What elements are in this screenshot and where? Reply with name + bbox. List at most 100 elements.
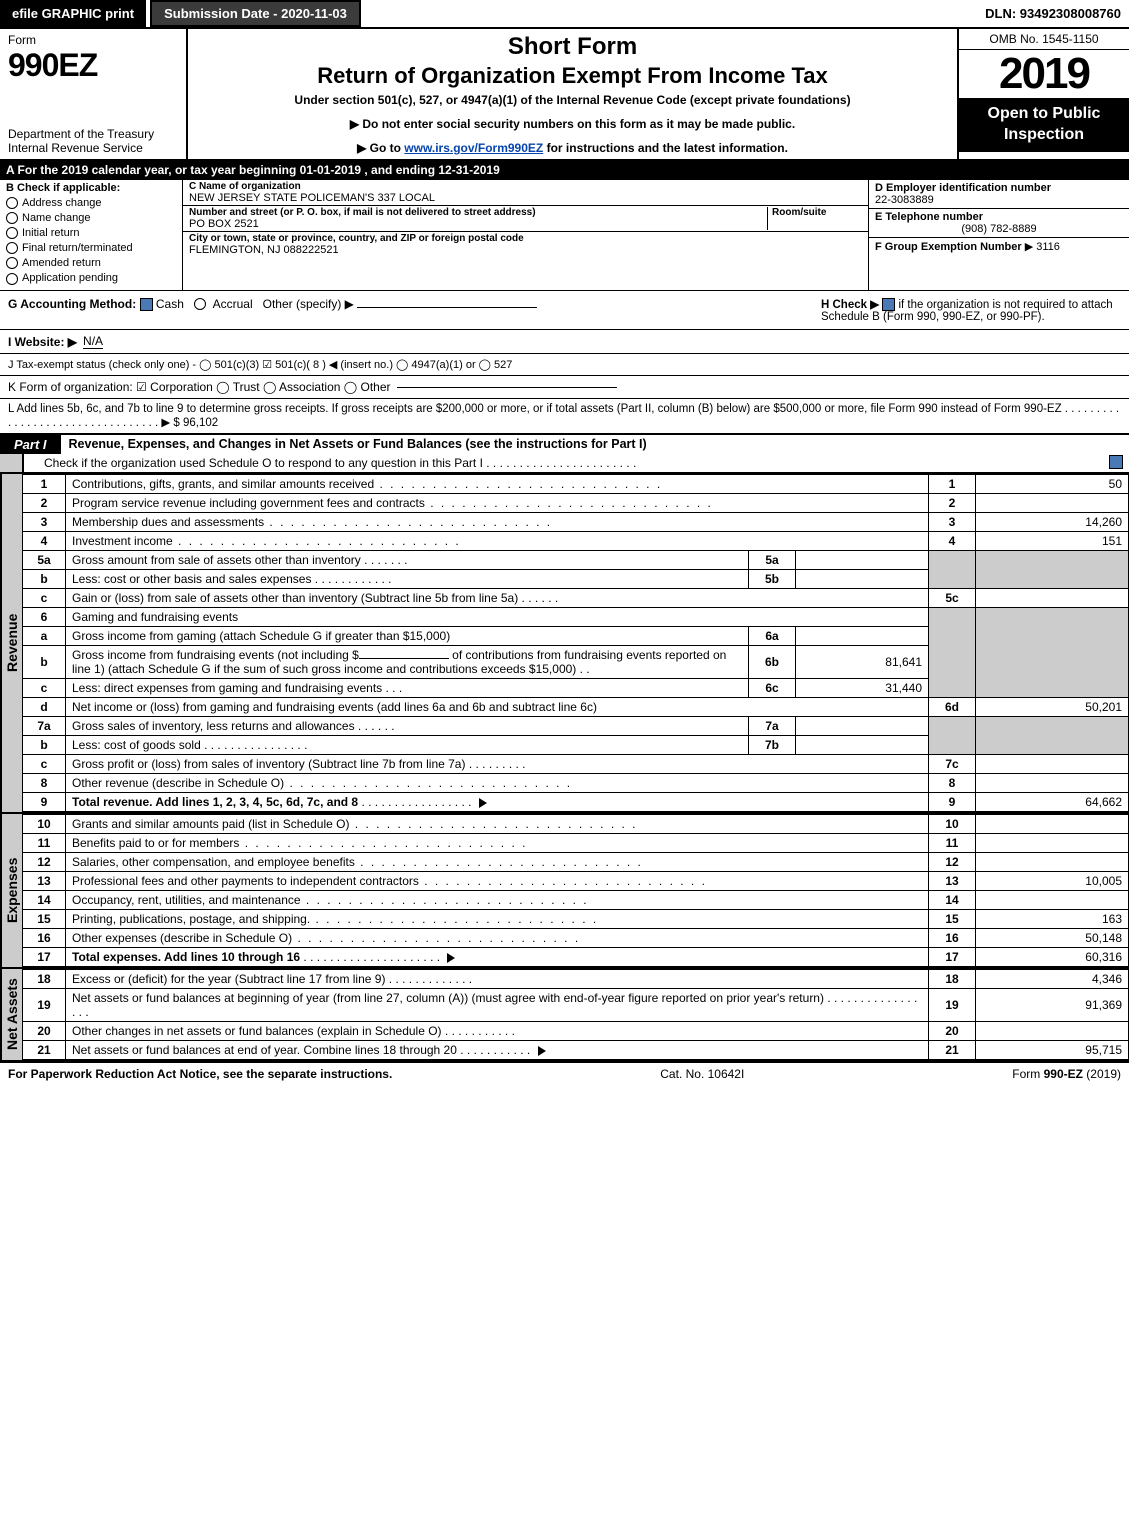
chk-name-change[interactable]: Name change — [6, 212, 176, 224]
lbl-city: City or town, state or province, country… — [189, 233, 862, 244]
line-10: 10Grants and similar amounts paid (list … — [23, 815, 1129, 834]
org-name: NEW JERSEY STATE POLICEMAN'S 337 LOCAL — [189, 192, 862, 204]
line-11: 11Benefits paid to or for members11 — [23, 834, 1129, 853]
line-8: 8Other revenue (describe in Schedule O)8 — [23, 774, 1129, 793]
irs-label: Internal Revenue Service — [8, 141, 178, 155]
lbl-room: Room/suite — [772, 207, 862, 218]
chk-amended-return[interactable]: Amended return — [6, 257, 176, 269]
instr-pre: ▶ Go to — [357, 141, 404, 155]
arrow-icon — [538, 1046, 546, 1056]
row-i-website: I Website: ▶ N/A — [0, 330, 1129, 354]
part1-check-row: Check if the organization used Schedule … — [0, 454, 1129, 474]
line-1: 1Contributions, gifts, grants, and simil… — [23, 475, 1129, 494]
chk-application-pending[interactable]: Application pending — [6, 272, 176, 284]
line-21: 21Net assets or fund balances at end of … — [23, 1041, 1129, 1060]
boxes-b-f: B Check if applicable: Address change Na… — [0, 180, 1129, 291]
open-inspection: Open to Public Inspection — [959, 98, 1129, 152]
chk-initial-return[interactable]: Initial return — [6, 227, 176, 239]
dln: DLN: 93492308008760 — [977, 2, 1129, 25]
website-value: N/A — [83, 334, 103, 349]
row-l-amount: 96,102 — [183, 417, 218, 429]
lbl-org-name: C Name of organization — [189, 181, 862, 192]
box-b: B Check if applicable: Address change Na… — [0, 180, 183, 290]
vtab-revenue: Revenue — [0, 474, 22, 812]
org-city: FLEMINGTON, NJ 088222521 — [189, 244, 862, 256]
line-5a: 5aGross amount from sale of assets other… — [23, 551, 1129, 570]
line-6d: dNet income or (loss) from gaming and fu… — [23, 698, 1129, 717]
chk-cash[interactable] — [140, 298, 153, 311]
part1-tab: Part I — [0, 435, 61, 454]
lbl-accounting: G Accounting Method: — [8, 297, 136, 311]
line-16: 16Other expenses (describe in Schedule O… — [23, 929, 1129, 948]
lbl-address: Number and street (or P. O. box, if mail… — [189, 207, 767, 218]
lbl-phone: E Telephone number — [875, 211, 1123, 223]
lbl-ein: D Employer identification number — [875, 182, 1123, 194]
arrow-icon — [479, 798, 487, 808]
form-label: Form — [8, 33, 178, 47]
form-number: 990EZ — [8, 47, 178, 84]
lbl-h-check: H Check ▶ — [821, 299, 879, 311]
omb-number: OMB No. 1545-1150 — [959, 29, 1129, 50]
line-14: 14Occupancy, rent, utilities, and mainte… — [23, 891, 1129, 910]
footer-catno: Cat. No. 10642I — [392, 1067, 1012, 1081]
expenses-section: Expenses 10Grants and similar amounts pa… — [0, 814, 1129, 969]
row-k-text: K Form of organization: ☑ Corporation ◯ … — [8, 380, 391, 394]
row-k-form-org: K Form of organization: ☑ Corporation ◯ … — [0, 376, 1129, 399]
line-15: 15Printing, publications, postage, and s… — [23, 910, 1129, 929]
line-5c: cGain or (loss) from sale of assets othe… — [23, 589, 1129, 608]
line-7c: cGross profit or (loss) from sales of in… — [23, 755, 1129, 774]
instruction-link: ▶ Go to www.irs.gov/Form990EZ for instru… — [198, 141, 947, 155]
return-title: Return of Organization Exempt From Incom… — [198, 63, 947, 89]
row-g: G Accounting Method: Cash Accrual Other … — [0, 291, 813, 329]
row-a-tax-year: A For the 2019 calendar year, or tax yea… — [0, 161, 1129, 180]
chk-address-change[interactable]: Address change — [6, 197, 176, 209]
page-footer: For Paperwork Reduction Act Notice, see … — [0, 1062, 1129, 1085]
chk-schedule-o-part1[interactable] — [1109, 455, 1123, 469]
box-b-title: B Check if applicable: — [6, 182, 176, 194]
line-9: 9Total revenue. Add lines 1, 2, 3, 4, 5c… — [23, 793, 1129, 812]
arrow-icon — [447, 953, 455, 963]
rows-g-h: G Accounting Method: Cash Accrual Other … — [0, 291, 1129, 330]
boxes-d-e-f: D Employer identification number 22-3083… — [869, 180, 1129, 290]
box-c: C Name of organization NEW JERSEY STATE … — [183, 180, 869, 290]
other-specify-input[interactable] — [357, 307, 537, 308]
chk-schedule-b[interactable] — [882, 298, 895, 311]
row-h: H Check ▶ if the organization is not req… — [813, 291, 1129, 329]
phone: (908) 782-8889 — [875, 223, 1123, 235]
submission-date: Submission Date - 2020-11-03 — [150, 0, 361, 27]
line-17: 17Total expenses. Add lines 10 through 1… — [23, 948, 1129, 967]
header-left: Form 990EZ Department of the Treasury In… — [0, 29, 188, 159]
vtab-net-assets: Net Assets — [0, 969, 22, 1060]
row-j-tax-exempt: J Tax-exempt status (check only one) - ◯… — [0, 354, 1129, 376]
part1-check-text: Check if the organization used Schedule … — [24, 454, 1099, 472]
row-l-text: L Add lines 5b, 6c, and 7b to line 9 to … — [8, 403, 1119, 429]
org-address: PO BOX 2521 — [189, 218, 767, 230]
efile-print-button[interactable]: efile GRAPHIC print — [0, 0, 146, 27]
vtab-expenses: Expenses — [0, 814, 22, 967]
chk-final-return[interactable]: Final return/terminated — [6, 242, 176, 254]
revenue-section: Revenue 1Contributions, gifts, grants, a… — [0, 474, 1129, 814]
lbl-other-specify: Other (specify) ▶ — [263, 297, 354, 311]
line-6: 6Gaming and fundraising events — [23, 608, 1129, 627]
dept-treasury: Department of the Treasury — [8, 127, 178, 141]
line-4: 4Investment income4151 — [23, 532, 1129, 551]
row-l-gross-receipts: L Add lines 5b, 6c, and 7b to line 9 to … — [0, 399, 1129, 435]
part1-header: Part I Revenue, Expenses, and Changes in… — [0, 435, 1129, 454]
instr-post: for instructions and the latest informat… — [543, 141, 788, 155]
form-990ez-page: efile GRAPHIC print Submission Date - 20… — [0, 0, 1129, 1085]
line-19: 19Net assets or fund balances at beginni… — [23, 989, 1129, 1022]
line-12: 12Salaries, other compensation, and empl… — [23, 853, 1129, 872]
chk-accrual[interactable] — [194, 298, 206, 310]
part1-title: Revenue, Expenses, and Changes in Net As… — [61, 435, 1129, 454]
net-assets-table: 18Excess or (deficit) for the year (Subt… — [22, 969, 1129, 1060]
other-org-input[interactable] — [397, 387, 617, 388]
line-18: 18Excess or (deficit) for the year (Subt… — [23, 970, 1129, 989]
line6b-blank[interactable] — [359, 658, 449, 659]
lbl-group-exemption: F Group Exemption Number — [875, 241, 1022, 253]
header-right: OMB No. 1545-1150 2019 Open to Public In… — [957, 29, 1129, 159]
irs-link[interactable]: www.irs.gov/Form990EZ — [404, 141, 543, 155]
header-mid: Short Form Return of Organization Exempt… — [188, 29, 957, 159]
footer-formref: Form 990-EZ (2019) — [1012, 1067, 1121, 1081]
line-2: 2Program service revenue including gover… — [23, 494, 1129, 513]
net-assets-section: Net Assets 18Excess or (deficit) for the… — [0, 969, 1129, 1062]
